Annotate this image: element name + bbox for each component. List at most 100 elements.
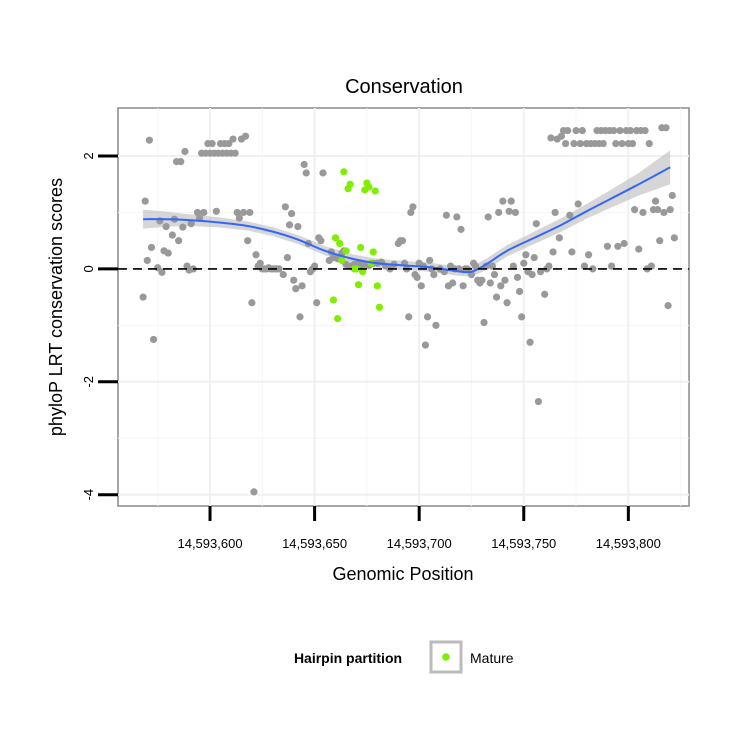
- data-point: [442, 211, 450, 219]
- data-point: [279, 270, 287, 279]
- data-point: [654, 206, 662, 214]
- data-point: [246, 208, 254, 217]
- data-point: [513, 273, 522, 281]
- data-point: [200, 208, 208, 217]
- data-point: [426, 256, 434, 265]
- data-point: [317, 237, 325, 245]
- data-point: [551, 208, 559, 217]
- data-point: [432, 321, 440, 329]
- y-tick-label: 2: [81, 152, 96, 159]
- x-tick-label: 14,593,700: [387, 536, 452, 551]
- data-point: [139, 293, 147, 301]
- mature-data-point: [357, 243, 365, 252]
- data-point: [294, 222, 302, 231]
- mature-data-point: [365, 183, 373, 191]
- data-point: [235, 214, 243, 222]
- data-point: [175, 237, 183, 245]
- data-point: [501, 276, 509, 284]
- data-point: [589, 265, 597, 273]
- chart-title: Conservation: [345, 76, 463, 98]
- data-point: [620, 239, 628, 248]
- data-point: [656, 237, 664, 245]
- data-point: [511, 208, 519, 217]
- data-point: [168, 231, 176, 239]
- data-point: [572, 126, 580, 135]
- data-point: [486, 279, 494, 287]
- data-point: [670, 234, 678, 242]
- data-point: [666, 206, 674, 214]
- y-tick-label: -2: [81, 376, 96, 388]
- data-point: [635, 245, 643, 253]
- data-point: [547, 134, 555, 142]
- smooth-trend-line: [143, 166, 671, 274]
- data-point: [490, 270, 499, 279]
- mature-data-point: [359, 268, 367, 276]
- data-point: [574, 200, 582, 208]
- mature-data-point: [352, 265, 361, 273]
- data-point: [421, 341, 430, 349]
- data-point: [283, 254, 292, 262]
- data-point: [614, 242, 622, 250]
- data-point: [526, 338, 534, 346]
- data-point: [292, 285, 300, 293]
- data-point: [668, 191, 676, 200]
- data-point: [423, 313, 432, 321]
- y-tick-label: -4: [81, 489, 96, 501]
- data-point: [413, 273, 421, 281]
- data-point: [578, 126, 586, 135]
- data-point: [300, 160, 308, 169]
- data-point: [225, 139, 233, 148]
- data-point: [290, 276, 298, 284]
- data-point: [181, 147, 189, 156]
- mature-data-point: [342, 247, 350, 255]
- data-point: [285, 221, 294, 229]
- data-point: [313, 299, 321, 307]
- data-point: [612, 139, 620, 148]
- mature-data-point: [331, 234, 340, 242]
- data-point: [603, 242, 612, 250]
- data-point: [143, 256, 151, 265]
- data-point: [639, 208, 647, 217]
- data-point: [275, 265, 283, 273]
- mature-data-point: [336, 239, 344, 248]
- data-point: [664, 301, 672, 310]
- data-point: [641, 126, 649, 135]
- y-axis-title: phyloP LRT conservation scores: [46, 178, 66, 436]
- mature-data-point: [329, 296, 338, 304]
- data-point: [651, 197, 660, 205]
- data-point: [296, 313, 304, 321]
- data-point: [549, 248, 557, 256]
- mature-data-point: [338, 256, 346, 265]
- points-layer: [139, 124, 678, 496]
- data-point: [631, 206, 639, 214]
- data-point: [515, 287, 524, 296]
- x-tick-label: 14,593,600: [177, 536, 242, 551]
- data-point: [405, 313, 413, 321]
- data-point: [662, 124, 670, 132]
- mature-data-point: [371, 187, 379, 195]
- data-point: [618, 139, 626, 148]
- legend-title: Hairpin partition: [294, 650, 402, 666]
- data-point: [319, 169, 327, 177]
- data-point: [488, 262, 496, 270]
- data-point: [480, 318, 488, 327]
- data-point: [532, 220, 540, 228]
- mature-data-point: [334, 314, 342, 323]
- data-point: [407, 208, 415, 217]
- data-point: [256, 259, 264, 267]
- data-point: [495, 208, 503, 217]
- data-point: [530, 254, 538, 262]
- data-point: [141, 197, 149, 205]
- data-point: [311, 262, 319, 270]
- x-axis-title: Genomic Position: [332, 564, 473, 584]
- data-point: [536, 268, 545, 276]
- y-axis: -4 -2 0 2: [81, 152, 118, 500]
- y-tick-label: 0: [81, 265, 96, 272]
- data-point: [147, 243, 156, 252]
- x-tick-label: 14,593,750: [491, 536, 556, 551]
- data-point: [503, 299, 511, 307]
- data-point: [288, 209, 296, 218]
- legend-key-mature-dot: [442, 653, 450, 661]
- data-point: [162, 222, 170, 231]
- data-point: [457, 225, 465, 233]
